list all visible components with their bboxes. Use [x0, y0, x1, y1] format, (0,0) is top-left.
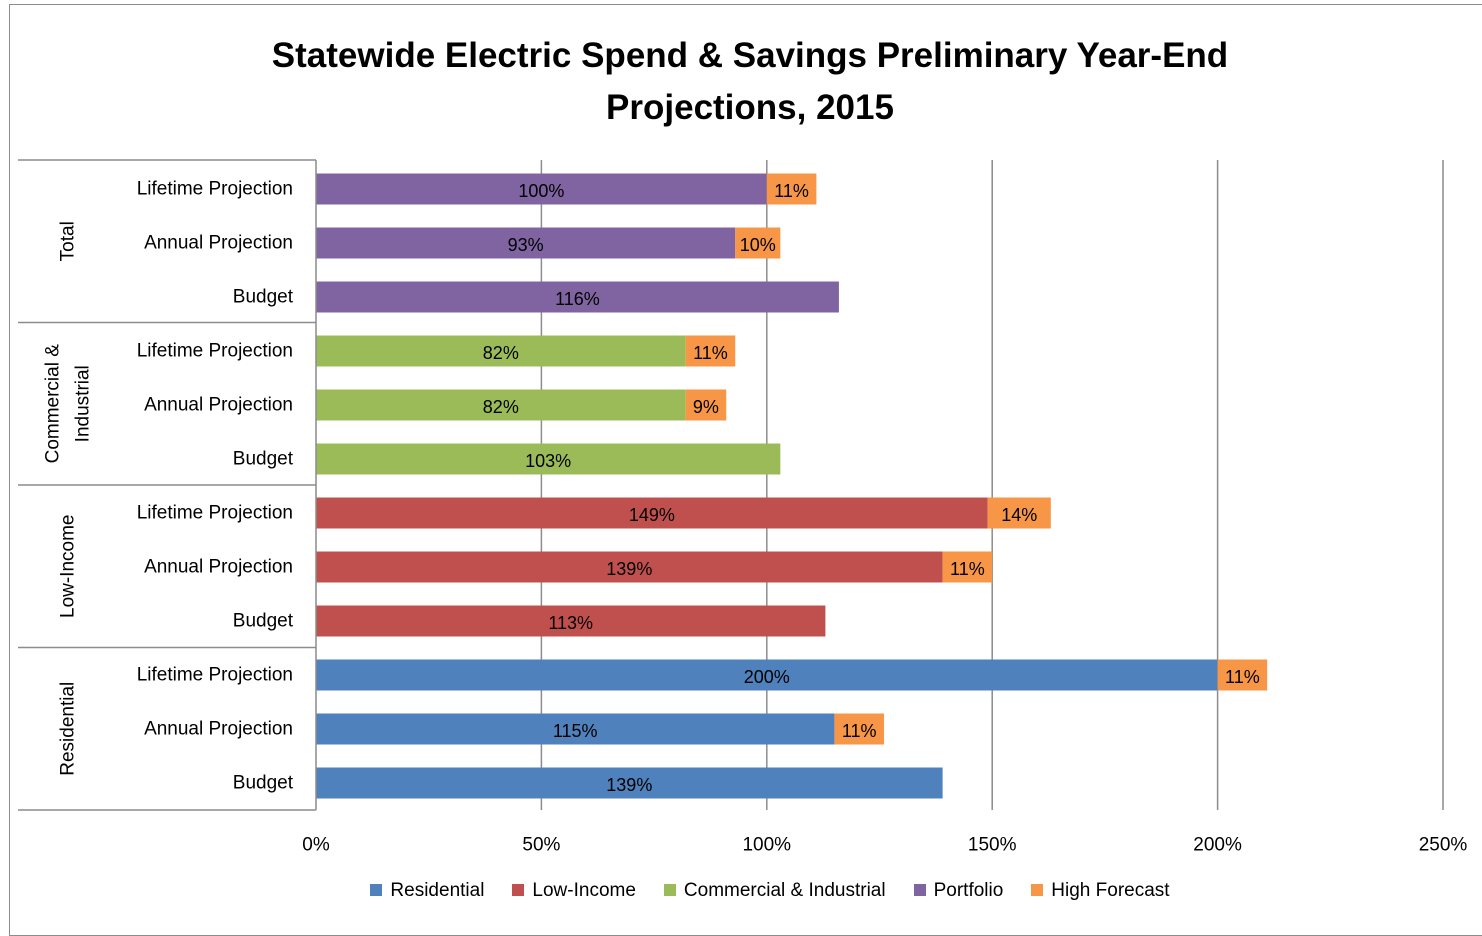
category-label: Lifetime Projection [137, 179, 293, 200]
forecast-bar [735, 227, 781, 259]
category-label: Annual Projection [144, 557, 293, 578]
chart-title-line-1: Statewide Electric Spend & Savings Preli… [271, 36, 1229, 75]
group-label: Commercial & [43, 344, 64, 464]
chart-title: Statewide Electric Spend & Savings Preli… [0, 30, 1482, 134]
group-label: Total [58, 221, 79, 261]
bar [316, 605, 826, 637]
forecast-label: 10% [740, 235, 776, 255]
legend-item: High Forecast [1031, 880, 1170, 902]
forecast-bar [987, 497, 1051, 529]
forecast-label: 11% [950, 559, 985, 579]
legend-item: Residential [370, 880, 484, 902]
bar [316, 227, 736, 259]
legend-label: High Forecast [1051, 880, 1170, 901]
data-label: 93% [508, 235, 544, 255]
legend-label: Residential [390, 880, 485, 901]
group-label: Industrial [73, 365, 94, 442]
legend-swatch [370, 884, 383, 896]
bar [316, 281, 839, 313]
forecast-bar [1217, 659, 1268, 691]
forecast-label: 11% [842, 721, 877, 741]
forecast-bar [685, 335, 736, 367]
x-tick-label: 200% [1193, 835, 1242, 856]
data-label: 200% [744, 667, 790, 687]
data-label: 82% [483, 343, 519, 363]
data-label: 139% [606, 775, 652, 795]
group-label: Low-Income [58, 515, 79, 619]
legend-swatch [913, 884, 926, 896]
data-label: 100% [518, 181, 564, 201]
data-label: 103% [525, 451, 571, 471]
data-label: 139% [606, 559, 652, 579]
bar-chart: 0% 50% 100% 150% 200% 250% 100% 11% Lifetime Pro… [18, 159, 1468, 856]
forecast-bar [685, 389, 727, 421]
x-tick-label: 100% [742, 835, 791, 856]
category-label: Budget [233, 287, 294, 308]
legend-swatch [663, 884, 676, 896]
chart-title-line-2: Projections, 2015 [606, 88, 894, 127]
category-label: Budget [233, 449, 294, 470]
legend-swatch [512, 884, 525, 896]
legend-item: Portfolio [913, 880, 1004, 902]
category-label: Annual Projection [144, 395, 293, 416]
category-label: Annual Projection [144, 233, 293, 254]
chart-legend: Residential Low-Income Commercial & Indust… [0, 880, 1482, 902]
bar [316, 173, 767, 205]
forecast-bar [942, 551, 993, 583]
legend-label: Commercial & Industrial [683, 880, 886, 901]
category-label: Lifetime Projection [137, 341, 293, 362]
legend-label: Low-Income [532, 880, 636, 901]
x-tick-label: 150% [968, 835, 1017, 856]
data-label: 113% [548, 613, 593, 633]
legend-item: Low-Income [512, 880, 636, 902]
forecast-label: 11% [1225, 667, 1260, 687]
legend-label: Portfolio [933, 880, 1004, 901]
forecast-label: 14% [1001, 505, 1037, 525]
data-label: 115% [553, 721, 598, 741]
x-tick-label: 50% [522, 835, 560, 856]
data-label: 116% [555, 289, 600, 309]
forecast-label: 11% [774, 181, 809, 201]
bar [316, 713, 835, 745]
group-label: Residential [58, 682, 79, 776]
category-label: Budget [233, 611, 294, 632]
category-label: Lifetime Projection [137, 665, 293, 686]
legend-item: Commercial & Industrial [663, 880, 886, 902]
data-label: 149% [629, 505, 675, 525]
bar [316, 767, 943, 799]
x-tick-label: 0% [302, 835, 330, 856]
category-label: Annual Projection [144, 719, 293, 740]
forecast-label: 9% [693, 397, 719, 417]
bar [316, 659, 1218, 691]
bar [316, 389, 686, 421]
forecast-bar [834, 713, 885, 745]
data-label: 82% [483, 397, 519, 417]
forecast-label: 11% [693, 343, 728, 363]
forecast-bar [766, 173, 817, 205]
bar [316, 443, 781, 475]
bar [316, 497, 988, 529]
x-tick-label: 250% [1419, 835, 1468, 856]
bar [316, 335, 686, 367]
bar [316, 551, 943, 583]
category-label: Budget [233, 773, 294, 794]
legend-swatch [1031, 884, 1044, 896]
category-label: Lifetime Projection [137, 503, 293, 524]
